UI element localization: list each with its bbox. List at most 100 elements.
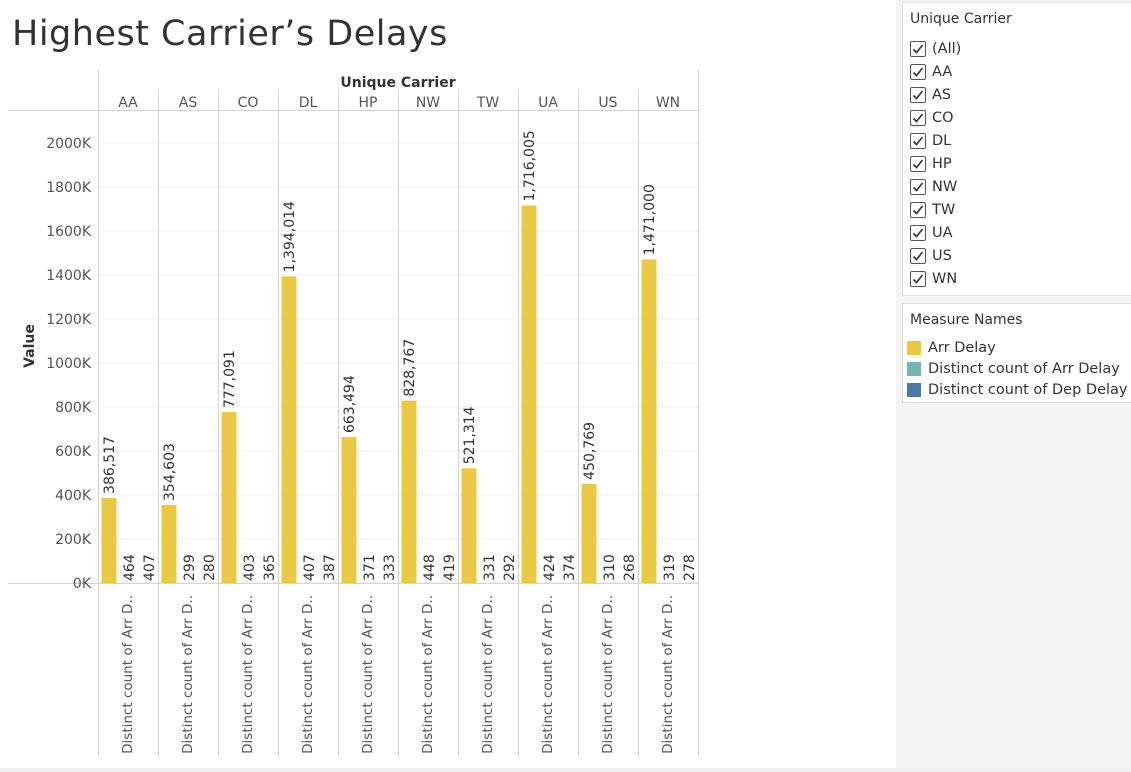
legend-item[interactable]: Distinct count of Dep Delay: [903, 379, 1131, 400]
filter-item-label: AA: [932, 63, 953, 80]
y-tick-label: 1200K: [46, 312, 92, 328]
checkbox-checked-icon[interactable]: [910, 224, 926, 241]
y-tick-label: 400K: [55, 488, 92, 504]
y-tick-label: 1400K: [46, 268, 92, 284]
filter-item[interactable]: AA: [903, 60, 1131, 83]
filter-item-label: HP: [932, 155, 952, 172]
x-field-label: Distinct count of Arr D..: [120, 595, 136, 754]
dashboard-canvas: [0, 0, 896, 772]
filter-item-label: US: [932, 247, 952, 264]
filter-item[interactable]: NW: [903, 175, 1131, 198]
data-label: 387: [322, 554, 338, 581]
data-label: 331: [482, 554, 498, 581]
category-label: AA: [118, 95, 138, 111]
category-label: AS: [179, 95, 198, 111]
bar: [581, 483, 597, 583]
data-label: 407: [302, 554, 318, 581]
y-tick-label: 1600K: [46, 224, 92, 240]
filter-item[interactable]: (All): [903, 37, 1131, 60]
legend-swatch: [907, 382, 921, 397]
x-field-label: Distinct count of Arr D..: [540, 595, 556, 754]
data-label: 403: [242, 554, 258, 581]
checkbox-checked-icon[interactable]: [910, 63, 926, 80]
data-label: 371: [362, 554, 378, 581]
category-label: HP: [359, 95, 378, 111]
legend-item[interactable]: Arr Delay: [903, 337, 1131, 358]
data-label: 333: [382, 554, 398, 581]
data-label: 278: [682, 554, 698, 581]
y-tick-label: 600K: [55, 444, 92, 460]
data-label: 828,767: [402, 339, 418, 397]
legend-list: Arr Delay Distinct count of Arr Delay Dist…: [903, 334, 1131, 400]
filter-item-label: CO: [932, 109, 954, 126]
filter-panel: Unique Carrier (All) AA AS CO DL HP NW TW UA US WN: [902, 2, 1131, 296]
data-label: 1,394,014: [282, 201, 298, 272]
category-label: WN: [656, 95, 680, 111]
data-label: 292: [502, 554, 518, 581]
data-label: 424: [542, 554, 558, 581]
data-label: 299: [182, 554, 198, 581]
bar: [401, 400, 417, 583]
checkbox-checked-icon[interactable]: [910, 247, 926, 264]
y-tick-label: 800K: [55, 400, 92, 416]
x-field-label: Distinct count of Arr D..: [240, 595, 256, 754]
x-field-label: Distinct count of Arr D..: [480, 595, 496, 754]
data-label: 448: [422, 554, 438, 581]
filter-item[interactable]: AS: [903, 83, 1131, 106]
checkbox-checked-icon[interactable]: [910, 201, 926, 218]
checkbox-checked-icon[interactable]: [910, 86, 926, 103]
checkbox-checked-icon[interactable]: [910, 270, 926, 287]
checkbox-checked-icon[interactable]: [910, 109, 926, 126]
data-label: 407: [142, 554, 158, 581]
y-tick-label: 1000K: [46, 356, 92, 372]
filter-item[interactable]: UA: [903, 221, 1131, 244]
x-field-label: Distinct count of Arr D..: [360, 595, 376, 754]
filter-list: (All) AA AS CO DL HP NW TW UA US WN: [903, 33, 1131, 290]
checkbox-checked-icon[interactable]: [910, 132, 926, 149]
filter-title: Unique Carrier: [910, 11, 1012, 27]
data-label: 663,494: [342, 375, 358, 433]
filter-item[interactable]: US: [903, 244, 1131, 267]
x-field-label: Distinct count of Arr D..: [420, 595, 436, 754]
y-tick-label: 200K: [55, 532, 92, 548]
legend-panel: Measure Names Arr Delay Distinct count of…: [902, 303, 1131, 403]
filter-item[interactable]: HP: [903, 152, 1131, 175]
filter-item[interactable]: DL: [903, 129, 1131, 152]
checkbox-checked-icon[interactable]: [910, 155, 926, 172]
bar: [161, 504, 177, 583]
data-label: 280: [202, 554, 218, 581]
data-label: 450,769: [582, 422, 598, 480]
data-label: 354,603: [162, 443, 178, 501]
bar-chart: Unique Carrier AA AS CO DL HP NW TW UA US WN 0K 200K…: [8, 70, 699, 757]
filter-item-label: WN: [932, 270, 958, 287]
bar: [641, 259, 657, 583]
data-label: 319: [662, 554, 678, 581]
filter-item[interactable]: WN: [903, 267, 1131, 290]
legend-label: Distinct count of Arr Delay: [928, 360, 1120, 377]
checkbox-checked-icon[interactable]: [910, 178, 926, 195]
legend-item[interactable]: Distinct count of Arr Delay: [903, 358, 1131, 379]
bar: [101, 497, 117, 583]
filter-item-label: (All): [932, 40, 962, 57]
checkbox-checked-icon[interactable]: [910, 40, 926, 57]
filter-item-label: TW: [932, 201, 956, 218]
category-label: NW: [416, 95, 440, 111]
data-label: 310: [602, 554, 618, 581]
category-label: TW: [476, 95, 500, 111]
x-field-label: Distinct count of Arr D..: [300, 595, 316, 754]
y-tick-label: 2000K: [46, 136, 92, 152]
filter-item[interactable]: TW: [903, 198, 1131, 221]
bar: [281, 276, 297, 583]
legend-swatch: [907, 361, 921, 376]
y-tick-label: 1800K: [46, 180, 92, 196]
legend-swatch: [907, 340, 921, 355]
bottom-strip: [0, 768, 1131, 772]
y-tick-label: 0K: [73, 576, 92, 592]
data-label: 268: [622, 554, 638, 581]
x-field-label: Distinct count of Arr D..: [660, 595, 676, 754]
filter-item[interactable]: CO: [903, 106, 1131, 129]
data-label: 1,471,000: [642, 184, 658, 255]
bar: [221, 412, 237, 583]
data-label: 365: [262, 554, 278, 581]
filter-item-label: UA: [932, 224, 953, 241]
